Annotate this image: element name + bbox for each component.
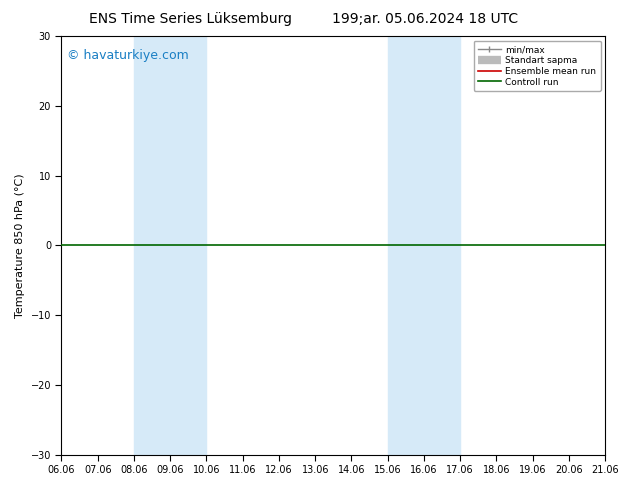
Bar: [134, 36, 207, 455]
Y-axis label: Temperature 850 hPa (°C): Temperature 850 hPa (°C): [15, 173, 25, 318]
Text: 199;ar. 05.06.2024 18 UTC: 199;ar. 05.06.2024 18 UTC: [332, 12, 518, 26]
Bar: [388, 36, 460, 455]
Legend: min/max, Standart sapma, Ensemble mean run, Controll run: min/max, Standart sapma, Ensemble mean r…: [474, 41, 600, 91]
Text: ENS Time Series Lüksemburg: ENS Time Series Lüksemburg: [89, 12, 292, 26]
Text: © havaturkiye.com: © havaturkiye.com: [67, 49, 189, 62]
